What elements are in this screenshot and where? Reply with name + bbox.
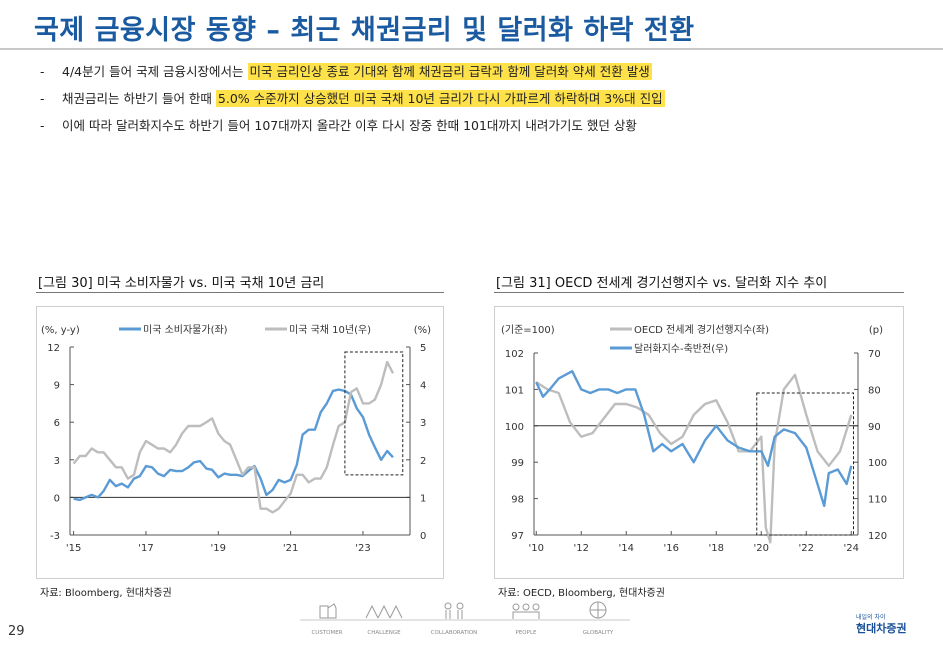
y-tick-label-right: 80 — [868, 385, 881, 396]
figure-31-panel: 102 101 100 99 98 97 70 80 90 100 110 120 '10 '12 '14 '… — [494, 306, 904, 579]
footer-label: GLOBALITY — [583, 630, 614, 636]
figure-31-source: 자료: OECD, Bloomberg, 현대차증권 — [498, 588, 665, 599]
y-tick-label-right: 70 — [868, 349, 881, 360]
figure-31-title: [그림 31] OECD 전세계 경기선행지수 vs. 달러화 지수 추이 — [496, 276, 828, 291]
bullet-dash: - — [40, 64, 45, 79]
y-tick-label-left: 100 — [505, 422, 524, 433]
y-tick-label-left: 101 — [505, 385, 524, 396]
left-axis-unit: (기준=100) — [501, 324, 555, 336]
series-line-1 — [535, 369, 853, 508]
x-tick-label: '17 — [138, 543, 153, 554]
legend-label: 미국 소비자물가(좌) — [143, 324, 228, 336]
legend-label: 미국 국채 10년(우) — [289, 324, 371, 336]
x-tick-label: '18 — [709, 543, 724, 554]
y-tick-label-right: 0 — [420, 531, 426, 542]
y-tick-label-left: 99 — [511, 458, 524, 469]
x-tick-label: '12 — [574, 543, 589, 554]
title-divider — [0, 48, 943, 50]
x-tick-label: '10 — [529, 543, 544, 554]
y-tick-label-left: 102 — [505, 349, 524, 360]
y-tick-label-right: 2 — [420, 456, 426, 467]
y-tick-label-left: 9 — [54, 381, 60, 392]
y-tick-label-right: 90 — [868, 422, 881, 433]
y-tick-label-left: 3 — [54, 456, 60, 467]
legend-label: OECD 전세계 경기선행지수(좌) — [634, 323, 769, 336]
y-tick-label-left: 0 — [54, 493, 60, 504]
highlight-box — [756, 392, 854, 536]
legend-label: 달러화지수-축반전(우) — [634, 343, 728, 355]
x-tick-label: '20 — [754, 543, 769, 554]
bullet-dash: - — [40, 118, 45, 133]
x-tick-label: '23 — [355, 543, 370, 554]
x-tick-label: '14 — [619, 543, 634, 554]
cpi-vs-treasury-chart: 12 9 6 3 0 -3 5 4 3 2 1 0 '15 '17 '19 '21 '23 (%, y-y) (%)… — [41, 324, 431, 554]
series-line-0 — [73, 388, 394, 502]
figure-30-panel: 12 9 6 3 0 -3 5 4 3 2 1 0 '15 '17 '19 '21 '23 (%, y-y) (%)… — [36, 306, 444, 579]
y-tick-label-right: 120 — [868, 531, 887, 542]
left-axis-unit: (%, y-y) — [41, 325, 80, 336]
customer-icon — [319, 603, 337, 619]
y-tick-label-right: 3 — [420, 418, 426, 429]
bullet-dash: - — [40, 91, 45, 106]
footer-label: COLLABORATION — [431, 630, 478, 636]
x-tick-label: '22 — [799, 543, 814, 554]
x-tick-label: '24 — [844, 543, 859, 554]
bullet-item: - 4/4분기 들어 국제 금융시장에서는 미국 금리인상 종료 기대와 함께 채… — [40, 58, 930, 85]
y-tick-label-left: -3 — [50, 531, 60, 542]
logo-tagline: 내일의 차이 — [856, 614, 886, 621]
bullet-item: - 채권금리는 하반기 들어 한때 5.0% 수준까지 상승했던 미국 국채 10… — [40, 85, 930, 112]
y-tick-label-left: 98 — [511, 495, 524, 506]
company-logo: 현대차증권 — [856, 622, 907, 635]
bullet-highlight: 5.0% 수준까지 상승했던 미국 국채 10년 금리가 다시 가파르게 하락하… — [215, 90, 665, 107]
footer-label: CUSTOMER — [311, 630, 342, 636]
highlight-box — [344, 351, 404, 476]
page-title: 국제 금융시장 동향 – 최근 채권금리 및 달러화 하락 전환 — [34, 15, 695, 46]
y-tick-label-left: 12 — [47, 343, 60, 354]
series-line-0 — [535, 373, 853, 544]
series-line-1 — [72, 360, 395, 514]
right-axis-unit: (p) — [869, 325, 883, 336]
bullet-item: - 이에 따라 달러화지수도 하반기 들어 107대까지 올라간 이후 다시 장중… — [40, 112, 930, 139]
footer-label: CHALLENGE — [367, 630, 401, 636]
collaboration-icon — [444, 602, 464, 619]
figure-30-source: 자료: Bloomberg, 현대차증권 — [40, 588, 172, 599]
globality-icon — [589, 601, 607, 619]
bullet-text: 채권금리는 하반기 들어 한때 — [62, 91, 216, 106]
figure-30-title: [그림 30] 미국 소비자물가 vs. 미국 국채 10년 금리 — [38, 276, 325, 291]
x-tick-label: '21 — [283, 543, 298, 554]
x-tick-label: '15 — [66, 543, 81, 554]
bullet-text: 4/4분기 들어 국제 금융시장에서는 — [62, 64, 248, 79]
y-tick-label-left: 97 — [511, 531, 524, 542]
figure-30-rule — [36, 292, 444, 293]
y-tick-label-right: 110 — [868, 495, 887, 506]
oecd-vs-dollar-chart: 102 101 100 99 98 97 70 80 90 100 110 120 '10 '12 '14 '… — [501, 323, 887, 554]
footer-label: PEOPLE — [516, 630, 538, 636]
bullet-highlight: 미국 금리인상 종료 기대와 함께 채권금리 급락과 함께 달러화 약세 전환 … — [247, 63, 652, 80]
y-tick-label-right: 100 — [868, 458, 887, 469]
footer-icon-bar: CUSTOMER CHALLENGE COLLABORATION PEOPLE … — [300, 601, 630, 636]
bullet-text: 이에 따라 달러화지수도 하반기 들어 107대까지 올라간 이후 다시 장중 … — [62, 118, 637, 133]
people-icon — [512, 603, 540, 619]
x-tick-label: '19 — [211, 543, 226, 554]
x-tick-label: '16 — [664, 543, 679, 554]
y-tick-label-left: 6 — [54, 418, 60, 429]
page-number: 29 — [8, 624, 25, 639]
y-tick-label-right: 4 — [420, 381, 426, 392]
right-axis-unit: (%) — [414, 325, 431, 336]
y-tick-label-right: 1 — [420, 493, 426, 504]
bullet-list: - 4/4분기 들어 국제 금융시장에서는 미국 금리인상 종료 기대와 함께 채… — [40, 58, 930, 139]
y-tick-label-right: 5 — [420, 343, 426, 354]
challenge-icon — [365, 604, 403, 619]
figure-31-rule — [494, 292, 904, 293]
